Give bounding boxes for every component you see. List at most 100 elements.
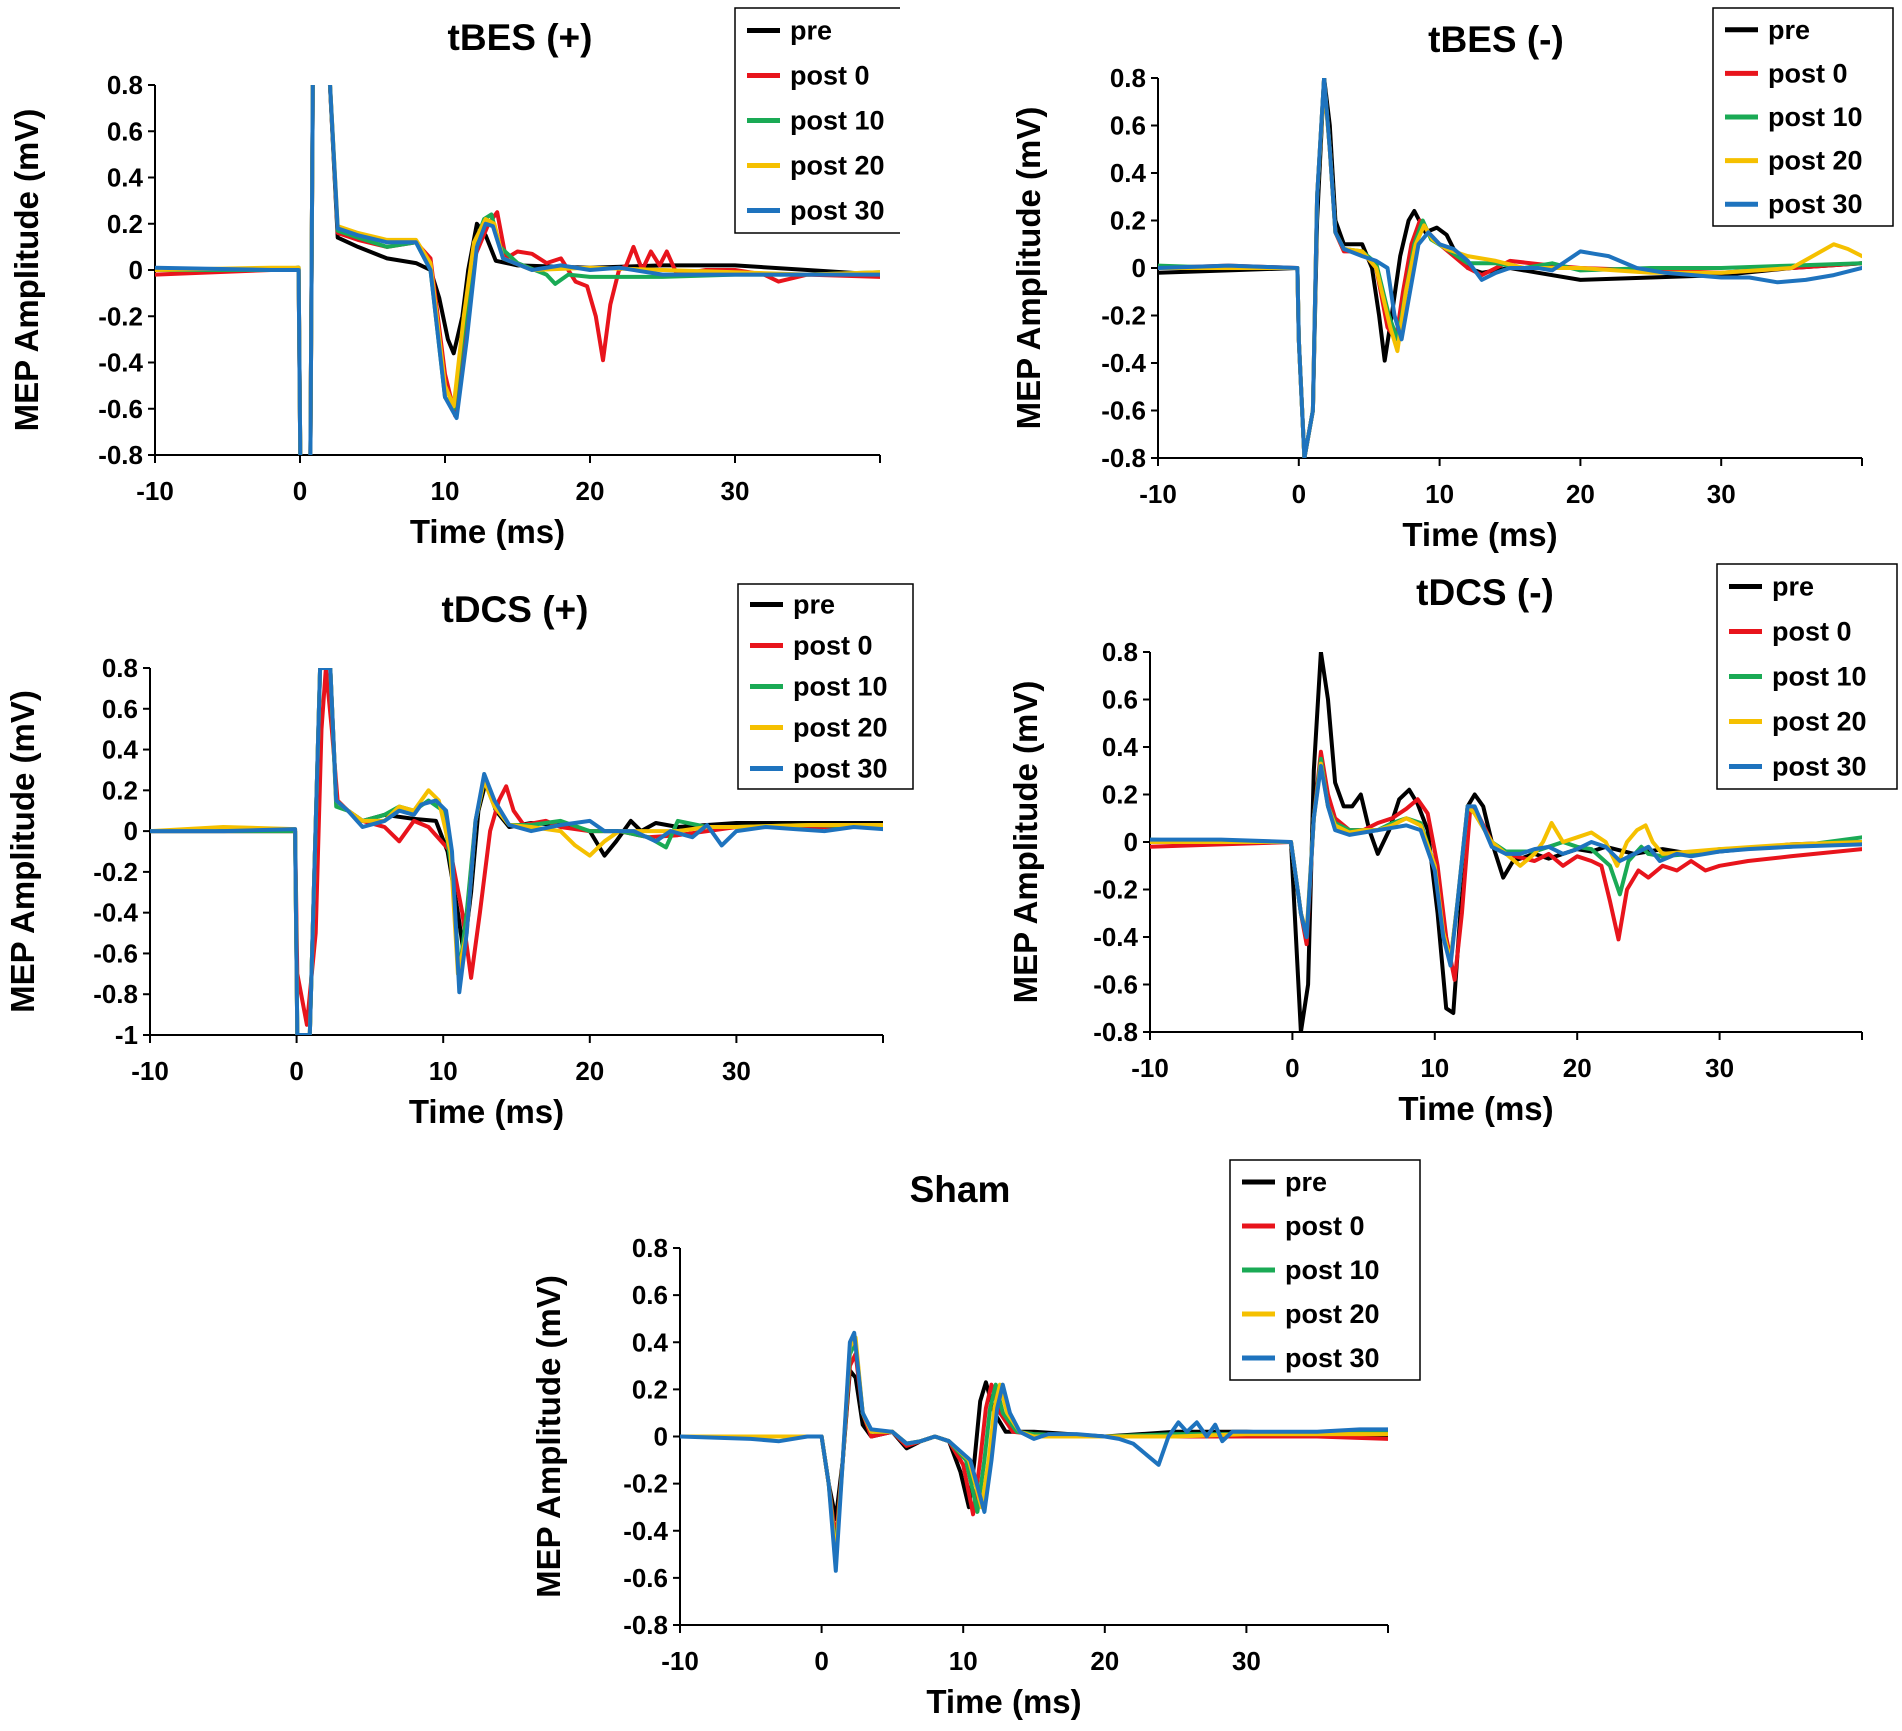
- y-tick-label: 0.4: [632, 1327, 669, 1357]
- y-tick-label: 0: [1132, 253, 1146, 283]
- y-tick-label: -0.6: [1101, 396, 1146, 426]
- y-tick-label: 0.8: [102, 653, 138, 683]
- series-line-post-30: [1158, 78, 1862, 458]
- y-tick-label: -0.4: [1101, 348, 1146, 378]
- plot-area: [1158, 78, 1862, 458]
- y-tick-label: 0: [124, 816, 138, 846]
- chart-title: Sham: [910, 1169, 1011, 1210]
- legend: pre post 0 post 10 post 20 post 30: [1712, 7, 1894, 227]
- series-line-post-30: [150, 668, 883, 1035]
- y-tick-label: 0.4: [107, 163, 144, 193]
- x-tick-label: 20: [1563, 1053, 1592, 1083]
- y-tick-label: 0.6: [107, 116, 143, 146]
- x-tick-label: 20: [576, 476, 605, 506]
- series-line-post-30: [155, 85, 880, 455]
- legend-label-pre: pre: [1768, 15, 1810, 45]
- legend: pre post 0 post 10 post 20 post 30: [737, 583, 914, 790]
- legend-label-post-20: post 20: [1772, 707, 1867, 737]
- x-tick-label: 10: [431, 476, 460, 506]
- legend-label-post-0: post 0: [1768, 58, 1848, 88]
- y-tick-label: 0.4: [1102, 732, 1139, 762]
- x-tick-label: -10: [661, 1646, 699, 1676]
- legend-label-pre: pre: [793, 590, 835, 620]
- y-tick-label: 0.8: [1102, 637, 1138, 667]
- y-tick-label: 0.6: [102, 694, 138, 724]
- y-tick-label: -0.2: [93, 857, 138, 887]
- x-axis-title: Time (ms): [409, 1093, 564, 1130]
- legend-label-post-10: post 10: [1772, 662, 1867, 692]
- legend-label-post-20: post 20: [790, 151, 885, 181]
- chart-title: tDCS (-): [1416, 572, 1554, 613]
- legend-label-pre: pre: [790, 16, 832, 46]
- x-tick-label: -10: [1131, 1053, 1169, 1083]
- y-tick-label: -0.4: [93, 898, 138, 928]
- legend-label-post-20: post 20: [1768, 146, 1863, 176]
- y-tick-label: -0.2: [1101, 301, 1146, 331]
- y-tick-label: -0.2: [98, 301, 143, 331]
- chart-tdcs-plus: tDCS (+) 0.8 0.6 0.4 0.2 0 -0.2 -0.4 -0.6 -0.8 -1 -…: [4, 583, 914, 1130]
- x-tick-label: 30: [722, 1056, 751, 1086]
- x-tick-label: 10: [429, 1056, 458, 1086]
- y-tick-label: 0.6: [632, 1280, 668, 1310]
- y-tick-label: -0.4: [623, 1516, 668, 1546]
- y-tick-label: -0.6: [93, 938, 138, 968]
- y-tick-label: 0: [654, 1422, 668, 1452]
- legend-label-post-0: post 0: [1285, 1211, 1365, 1241]
- chart-panel-tdcs-minus: tDCS (-) 0.8 0.6 0.4 0.2 0 -0.2 -0.4 -0.6 -0.8 -10…: [940, 560, 1902, 1150]
- y-tick-label: 0: [1124, 827, 1138, 857]
- chart-title: tBES (+): [448, 17, 593, 58]
- legend-label-post-30: post 30: [793, 754, 888, 784]
- y-axis-title: MEP Amplitude (mV): [1010, 107, 1047, 430]
- series-line-post-30: [1150, 764, 1862, 968]
- legend-label-post-10: post 10: [1285, 1255, 1380, 1285]
- series-line-pre: [680, 1368, 1388, 1521]
- y-tick-label: -0.4: [1093, 922, 1138, 952]
- chart-sham: Sham 0.8 0.6 0.4 0.2 0 -0.2 -0.4 -0.6 -0.8 -10 0 10 2…: [530, 1159, 1421, 1720]
- chart-title: tBES (-): [1428, 19, 1564, 60]
- x-axis-title: Time (ms): [410, 513, 565, 550]
- series-line-pre: [1150, 652, 1862, 1032]
- y-tick-label: -0.6: [98, 394, 143, 424]
- legend-label-post-10: post 10: [790, 106, 885, 136]
- x-tick-label: 20: [1566, 479, 1595, 509]
- legend-label-post-0: post 0: [1772, 617, 1852, 647]
- x-tick-label: 0: [1292, 479, 1306, 509]
- chart-tdcs-minus: tDCS (-) 0.8 0.6 0.4 0.2 0 -0.2 -0.4 -0.6 -0.8 -10…: [1007, 563, 1898, 1127]
- y-tick-label: -0.8: [1093, 1017, 1138, 1047]
- y-tick-label: 0.2: [632, 1374, 668, 1404]
- y-tick-label: -0.6: [623, 1563, 668, 1593]
- y-tick-label: -1: [115, 1020, 138, 1050]
- legend-label-post-20: post 20: [793, 713, 888, 743]
- y-axis-title: MEP Amplitude (mV): [4, 690, 41, 1013]
- y-tick-label: 0.4: [1110, 158, 1147, 188]
- x-tick-label: 30: [1707, 479, 1736, 509]
- legend-label-post-30: post 30: [1768, 189, 1863, 219]
- legend-label-post-30: post 30: [1285, 1343, 1380, 1373]
- y-tick-label: -0.6: [1093, 970, 1138, 1000]
- y-tick-label: -0.8: [93, 979, 138, 1009]
- x-tick-label: -10: [131, 1056, 169, 1086]
- y-tick-label: 0.8: [632, 1233, 668, 1263]
- x-axis-title: Time (ms): [926, 1683, 1081, 1720]
- legend: pre post 0 post 10 post 20 post 30: [1229, 1159, 1421, 1381]
- y-tick-label: -0.2: [623, 1469, 668, 1499]
- legend: pre post 0 post 10 post 20 post 30: [1716, 563, 1898, 790]
- x-tick-label: 20: [1090, 1646, 1119, 1676]
- y-tick-label: 0.8: [107, 70, 143, 100]
- x-tick-label: 10: [1425, 479, 1454, 509]
- y-tick-label: 0.2: [1110, 206, 1146, 236]
- x-tick-label: -10: [1139, 479, 1177, 509]
- chart-panel-sham: Sham 0.8 0.6 0.4 0.2 0 -0.2 -0.4 -0.6 -0.8 -10 0 10 2…: [500, 1150, 1450, 1731]
- y-tick-label: -0.2: [1093, 875, 1138, 905]
- y-tick-label: -0.8: [1101, 443, 1146, 473]
- x-tick-label: -10: [136, 476, 174, 506]
- x-tick-label: 20: [575, 1056, 604, 1086]
- legend: pre post 0 post 10 post 20 post 30: [734, 7, 900, 234]
- series-line-post-30: [680, 1330, 1388, 1573]
- x-axis-title: Time (ms): [1402, 516, 1557, 553]
- y-tick-label: 0.2: [102, 775, 138, 805]
- y-tick-label: 0.4: [102, 735, 139, 765]
- chart-panel-tdcs-plus: tDCS (+) 0.8 0.6 0.4 0.2 0 -0.2 -0.4 -0.6 -0.8 -1 -…: [0, 570, 920, 1150]
- y-tick-label: 0: [129, 255, 143, 285]
- y-tick-label: 0.2: [1102, 780, 1138, 810]
